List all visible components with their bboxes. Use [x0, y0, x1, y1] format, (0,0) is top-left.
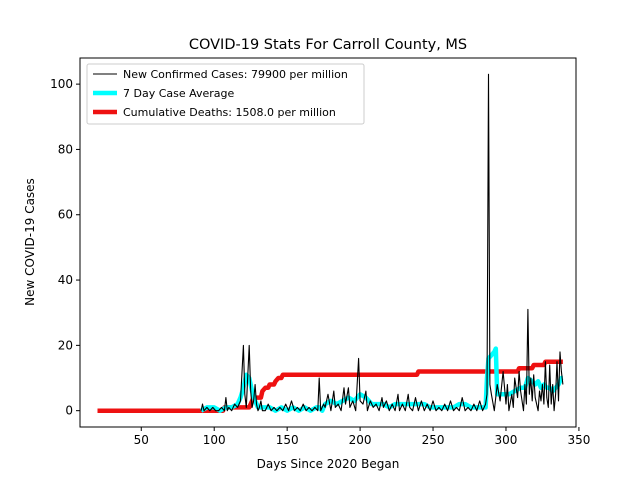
legend-label: 7 Day Case Average — [123, 87, 235, 100]
series-layer — [97, 73, 564, 413]
y-axis-label: New COVID-19 Cases — [23, 178, 37, 306]
x-axis: 50 100 150 200 250 300 350 — [134, 427, 590, 447]
legend: New Confirmed Cases: 79900 per million 7 … — [86, 63, 365, 125]
y-tick-label: 20 — [58, 338, 73, 352]
legend-entry-cumulative-deaths: Cumulative Deaths: 1508.0 per million — [93, 106, 336, 119]
chart-title: COVID-19 Stats For Carroll County, MS — [189, 37, 467, 53]
x-tick-label: 200 — [349, 433, 372, 447]
legend-entry-seven-day-average: 7 Day Case Average — [93, 87, 235, 100]
x-tick-label: 250 — [422, 433, 445, 447]
x-tick-label: 50 — [134, 433, 149, 447]
x-axis-label: Days Since 2020 Began — [257, 457, 400, 471]
y-tick-label: 100 — [50, 77, 73, 91]
x-tick-label: 100 — [203, 433, 226, 447]
plot-frame — [79, 57, 577, 428]
legend-label: Cumulative Deaths: 1508.0 per million — [123, 106, 336, 119]
x-tick-label: 350 — [567, 433, 590, 447]
y-tick-label: 40 — [58, 273, 73, 287]
legend-box — [86, 63, 365, 125]
y-tick-label: 80 — [58, 142, 73, 156]
x-tick-label: 150 — [276, 433, 299, 447]
y-axis: 0 20 40 60 80 100 — [50, 77, 80, 418]
legend-label: New Confirmed Cases: 79900 per million — [123, 68, 348, 81]
x-tick-label: 300 — [495, 433, 518, 447]
legend-entry-new-cases: New Confirmed Cases: 79900 per million — [93, 68, 348, 81]
y-tick-label: 60 — [58, 208, 73, 222]
new-cases-line — [200, 73, 564, 412]
y-tick-label: 0 — [65, 404, 73, 418]
